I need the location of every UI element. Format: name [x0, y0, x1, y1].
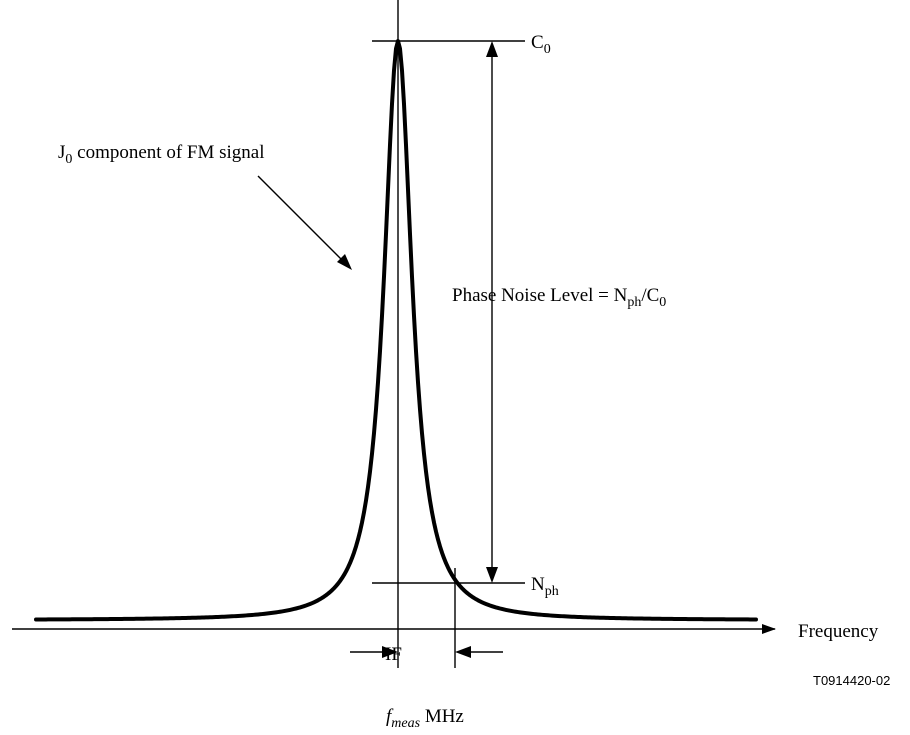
if-label: IF — [385, 644, 402, 665]
fmeas-left-arrowhead — [382, 646, 398, 658]
j0-pointer-arrowhead — [337, 254, 352, 270]
phase-noise-arrow-top-head — [486, 41, 498, 57]
j0-spectrum-curve — [34, 39, 758, 622]
j0-pointer-arrow — [257, 175, 345, 263]
j0-component-label: J0 component of FM signal — [58, 142, 265, 167]
phase-noise-arrow-bottom-head — [486, 567, 498, 583]
c0-label: C0 — [531, 32, 551, 57]
phase-noise-level-label: Phase Noise Level = Nph/C0 — [452, 285, 666, 310]
fmeas-right-arrowhead — [455, 646, 471, 658]
nph-label: Nph — [531, 574, 559, 599]
frequency-label: Frequency — [798, 621, 879, 642]
figure-id-label: T0914420-02 — [813, 673, 890, 688]
fmeas-label: fmeas MHz — [386, 706, 464, 731]
